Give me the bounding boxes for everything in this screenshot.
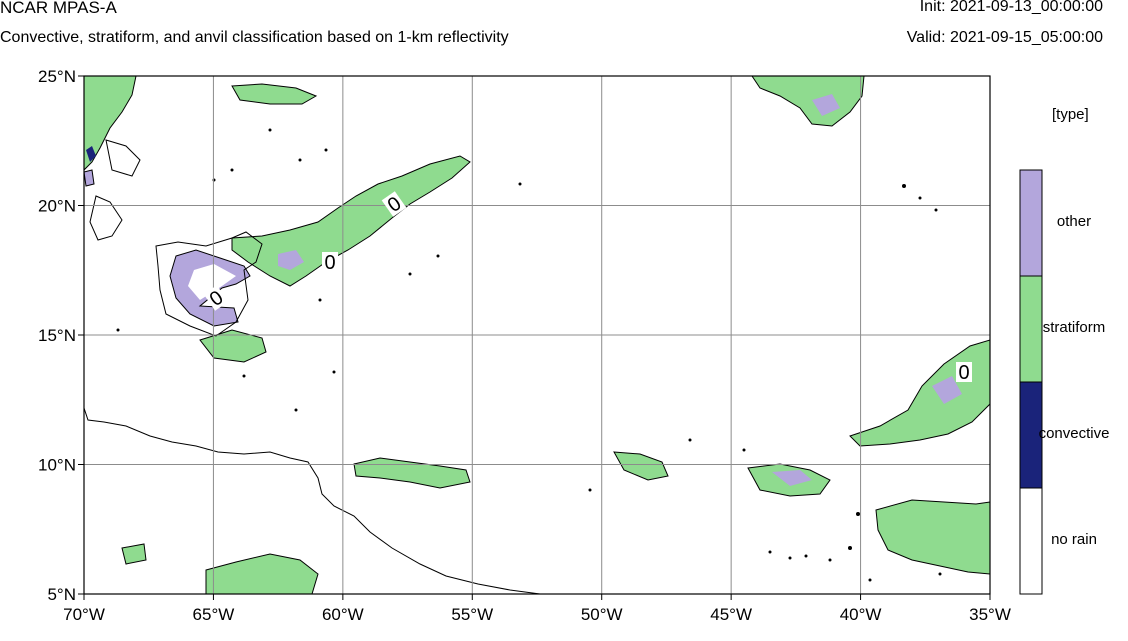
coastline [84, 407, 541, 594]
init-time: Init: 2021-09-13_00:00:00 [919, 0, 1103, 15]
y-tick-label: 15°N [38, 326, 76, 345]
legend-label: stratiform [1042, 319, 1106, 336]
y-tick-label: 10°N [38, 456, 76, 475]
contour-line [105, 139, 141, 177]
stratiform-region [231, 83, 318, 105]
stratiform-region [231, 155, 471, 287]
x-axis-labels: 70°W 65°W 60°W 55°W 50°W 45°W 40°W 35°W [63, 605, 1011, 624]
stratiform-region [849, 339, 990, 447]
stratiform-region [121, 543, 147, 565]
contour-label: 0 [324, 252, 335, 274]
convective-region [86, 146, 96, 162]
y-tick-label: 20°N [38, 197, 76, 216]
contour-labels: 0 0 0 0 [203, 191, 972, 384]
stratiform-region [353, 457, 471, 489]
x-tick-label: 40°W [840, 605, 882, 624]
contour-line [89, 195, 123, 241]
stratiform-region [751, 76, 865, 127]
legend-label: convective [1038, 425, 1110, 442]
other-region [278, 250, 304, 270]
other-region [932, 376, 962, 404]
y-axis-labels: 25°N 20°N 15°N 10°N 5°N [38, 67, 76, 604]
x-tick-label: 55°W [451, 605, 493, 624]
x-tick-label: 70°W [63, 605, 105, 624]
x-tick-label: 35°W [969, 605, 1011, 624]
map-grid [84, 76, 990, 594]
x-tick-label: 60°W [322, 605, 364, 624]
scattered-cells [116, 128, 942, 582]
valid-time: Valid: 2021-09-15_05:00:00 [906, 29, 1103, 46]
other-region [812, 94, 840, 116]
x-tick-label: 50°W [581, 605, 623, 624]
stratiform-region [613, 451, 669, 481]
axis-ticks [78, 75, 991, 600]
legend-swatch [1019, 487, 1043, 595]
stratiform-region [205, 553, 319, 594]
stratiform-region [84, 76, 137, 171]
y-tick-label: 25°N [38, 67, 76, 86]
stratiform-region [199, 329, 267, 363]
legend-colorbar [1019, 169, 1043, 595]
map-subtitle: Convective, stratiform, and anvil classi… [0, 29, 509, 46]
contour-label: 0 [958, 362, 969, 384]
no-rain-hole [188, 264, 236, 300]
contour-line [155, 231, 263, 337]
x-tick-label: 65°W [193, 605, 235, 624]
legend-label: no rain [1051, 531, 1097, 548]
x-tick-label: 45°W [710, 605, 752, 624]
stratiform-region [875, 499, 990, 575]
legend-title: [type] [1052, 106, 1089, 123]
map-title: NCAR MPAS-A [0, 0, 117, 17]
other-region [772, 470, 812, 486]
other-region [84, 169, 95, 187]
legend-label: other [1056, 213, 1092, 230]
y-tick-label: 5°N [47, 585, 76, 604]
precip-cells [84, 76, 990, 594]
